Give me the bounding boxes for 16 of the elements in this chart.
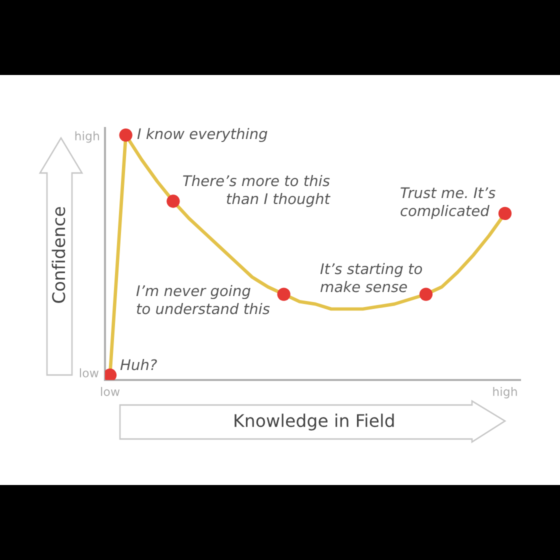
annotation: Huh?: [120, 358, 157, 370]
point: [277, 288, 290, 301]
annotation: There’s more to this than I thought: [183, 174, 330, 208]
annotation: Trust me. It’s complicated: [400, 187, 496, 220]
text: high: [75, 131, 99, 143]
point: [166, 194, 180, 208]
text: low: [80, 368, 99, 378]
annotation: I’m never going to understand this: [136, 284, 270, 314]
annotation: I know everything: [137, 128, 268, 142]
x-axis-title: Knowledge in Field: [234, 414, 394, 430]
point: [419, 288, 433, 301]
point: [119, 128, 132, 142]
y-axis-title: Confidence: [52, 207, 66, 303]
point: [105, 368, 117, 380]
point: [498, 206, 512, 220]
annotation: It’s starting to make sense: [320, 262, 422, 292]
